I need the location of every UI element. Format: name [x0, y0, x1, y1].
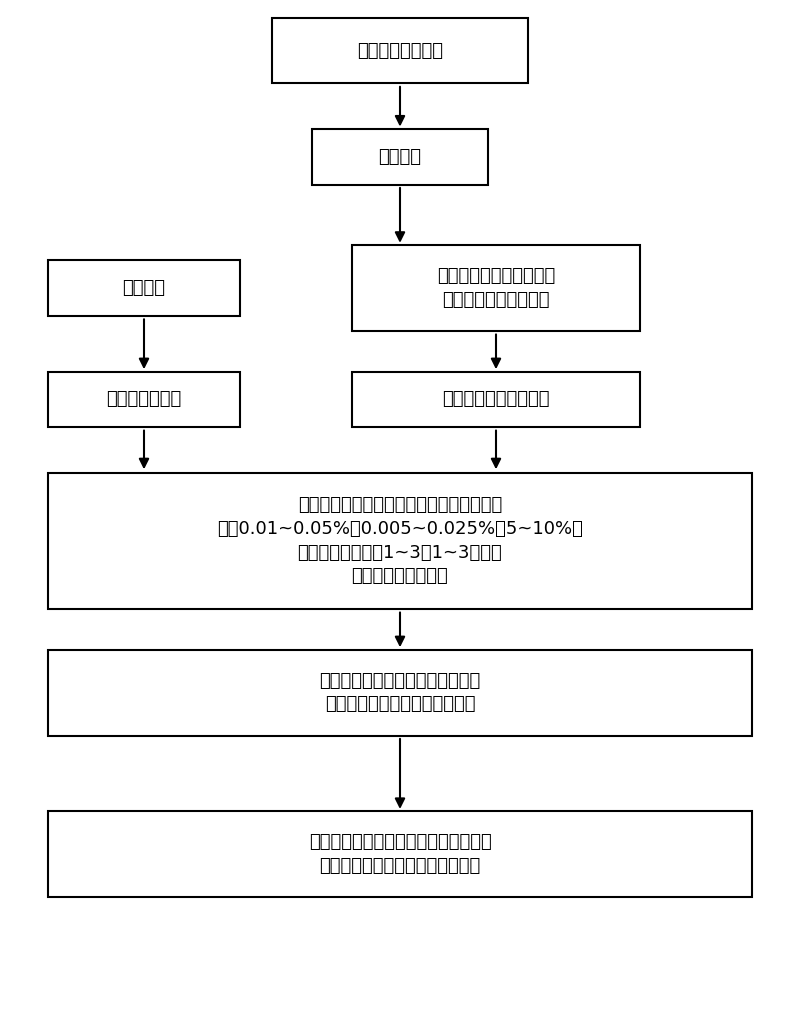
Text: 取钨废料: 取钨废料	[122, 279, 166, 297]
FancyBboxPatch shape	[48, 649, 752, 736]
FancyBboxPatch shape	[352, 371, 640, 428]
Text: 制得钛液: 制得钛液	[378, 148, 422, 166]
FancyBboxPatch shape	[312, 128, 488, 185]
FancyBboxPatch shape	[48, 473, 752, 609]
Text: 保温反应，降温抽滤，洗涤数次，
再用真空雾干燥法得到复合粉末: 保温反应，降温抽滤，洗涤数次， 再用真空雾干燥法得到复合粉末	[319, 671, 481, 714]
FancyBboxPatch shape	[48, 371, 240, 428]
Text: 置于装有还原性气体的还原炉中碳化，
制得碳化钨与二氧化钛复合催化剂: 置于装有还原性气体的还原炉中碳化， 制得碳化钨与二氧化钛复合催化剂	[309, 833, 491, 876]
Text: 制得钨酸铵溶液: 制得钨酸铵溶液	[106, 390, 182, 408]
FancyBboxPatch shape	[272, 18, 528, 84]
FancyBboxPatch shape	[352, 246, 640, 332]
Text: 搅拌加热至沸腾后降温: 搅拌加热至沸腾后降温	[442, 390, 550, 408]
FancyBboxPatch shape	[48, 261, 240, 315]
Text: 加入无机分散剂溶液和有
机表面活性剂溶液混合: 加入无机分散剂溶液和有 机表面活性剂溶液混合	[437, 267, 555, 309]
Text: 取含钛废料灰箱料: 取含钛废料灰箱料	[357, 41, 443, 60]
Text: 按钛：无机分散剂：有机表面活性剂的浓度
比为0.01~0.05%：0.005~0.025%：5~10%，
钨与钛的摩尔比为1~3：1~3混合，
搅拌，得到混合溶: 按钛：无机分散剂：有机表面活性剂的浓度 比为0.01~0.05%：0.005~0…	[217, 496, 583, 585]
FancyBboxPatch shape	[48, 811, 752, 898]
